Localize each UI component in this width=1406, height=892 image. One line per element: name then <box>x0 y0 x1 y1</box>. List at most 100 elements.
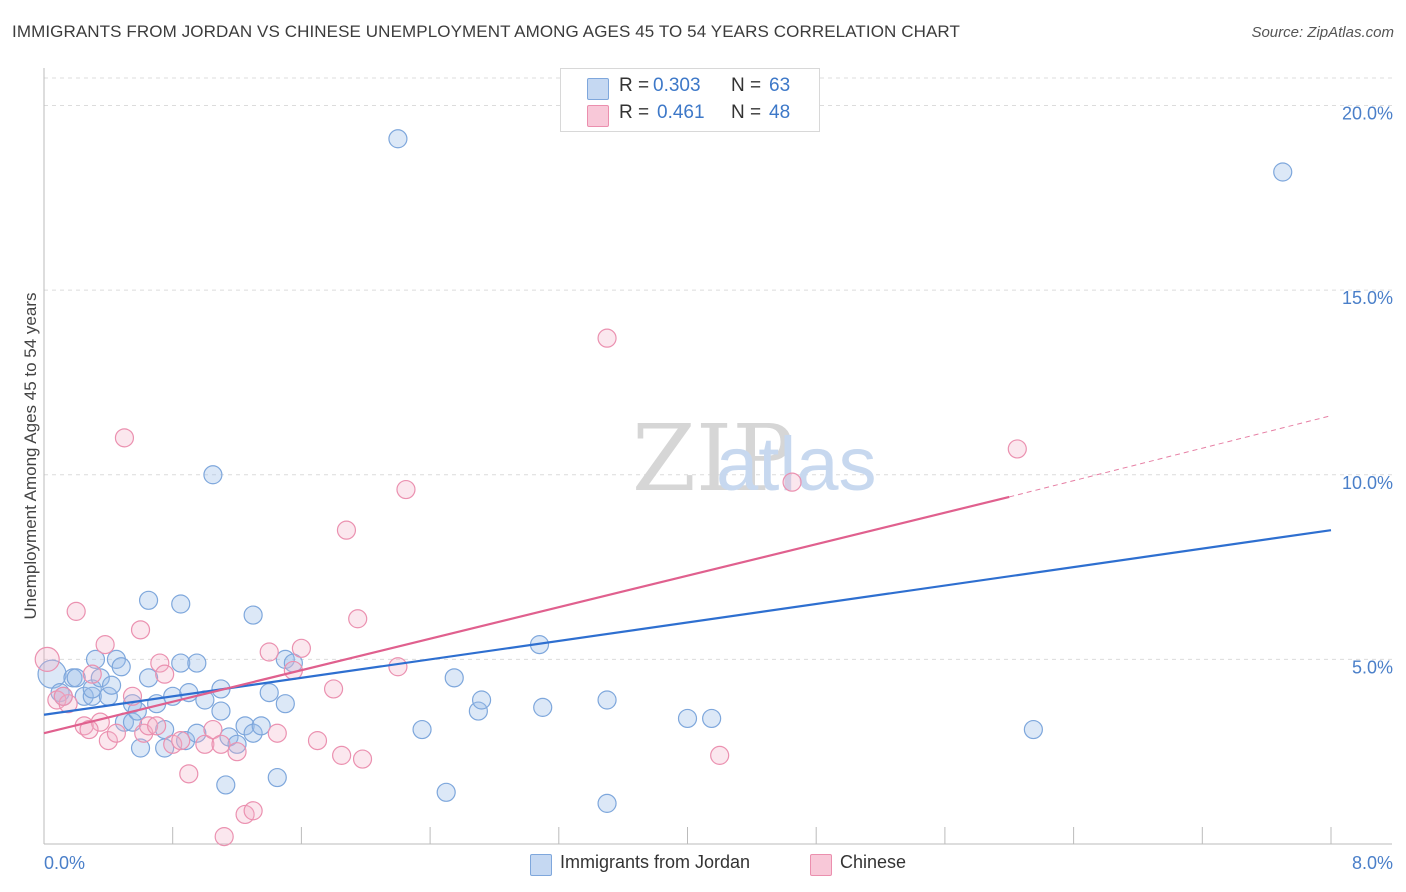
point-jordan <box>171 653 191 673</box>
point-chinese <box>179 764 199 784</box>
y-tick-label: 15.0% <box>1342 288 1393 308</box>
trend-extension-chinese <box>1009 415 1332 498</box>
point-chinese <box>98 731 118 751</box>
point-chinese <box>291 638 311 658</box>
legend-swatch-jordan <box>587 78 609 100</box>
point-chinese <box>82 664 102 684</box>
point-chinese <box>597 328 617 348</box>
trend-line-chinese <box>43 495 1010 735</box>
point-chinese <box>53 686 73 706</box>
point-jordan <box>82 686 102 706</box>
point-jordan <box>138 590 159 610</box>
point-chinese <box>307 731 328 751</box>
point-jordan <box>444 668 464 688</box>
point-chinese <box>150 653 170 673</box>
source-label: Source: ZipAtlas.com <box>1251 24 1394 41</box>
point-chinese <box>106 723 126 743</box>
point-jordan <box>74 686 94 706</box>
point-chinese <box>95 635 115 655</box>
point-jordan <box>436 782 456 802</box>
point-chinese <box>396 479 416 500</box>
point-jordan <box>211 701 231 721</box>
legend-r-value: 0.303 <box>653 75 701 96</box>
point-jordan <box>275 694 295 714</box>
point-chinese <box>66 601 86 621</box>
point-jordan <box>219 727 239 747</box>
bottom-legend-swatch-jordan <box>530 854 552 876</box>
trend-lines <box>43 415 1332 735</box>
legend-r-value: 0.461 <box>657 102 705 123</box>
point-chinese <box>227 742 247 762</box>
point-jordan <box>203 465 223 485</box>
point-jordan <box>597 793 617 813</box>
point-jordan <box>533 697 553 717</box>
data-points <box>34 129 1293 847</box>
point-chinese <box>323 679 344 699</box>
point-jordan <box>187 653 207 673</box>
point-jordan <box>597 690 617 710</box>
point-chinese <box>114 428 135 448</box>
point-jordan <box>702 708 722 729</box>
point-chinese <box>147 716 167 736</box>
point-jordan <box>677 708 698 729</box>
point-jordan <box>66 668 86 688</box>
x-tick-label-right: 8.0% <box>1352 853 1393 873</box>
point-jordan <box>243 605 263 625</box>
point-jordan <box>259 683 279 703</box>
point-jordan <box>1273 162 1293 182</box>
point-jordan <box>468 701 488 721</box>
point-chinese <box>710 745 730 765</box>
watermark: ZIP atlas <box>632 405 877 512</box>
point-chinese <box>332 745 352 765</box>
watermark-zip: ZIP <box>632 405 794 512</box>
point-jordan <box>388 129 408 149</box>
point-jordan <box>1023 719 1043 740</box>
point-jordan <box>187 723 207 743</box>
chart-title: IMMIGRANTS FROM JORDAN VS CHINESE UNEMPL… <box>12 22 960 41</box>
point-jordan <box>412 719 432 740</box>
trend-line-jordan <box>43 529 1332 716</box>
legend-n-label: N = <box>731 102 762 123</box>
point-jordan <box>111 657 131 677</box>
point-chinese <box>171 731 191 751</box>
point-jordan <box>251 716 271 736</box>
legend-n-value: 63 <box>769 75 791 96</box>
tick-labels: 20.0% 15.0% 10.0% 5.0% 0.0% 8.0% <box>44 104 1393 873</box>
point-chinese <box>348 609 368 629</box>
point-jordan <box>235 716 255 736</box>
point-jordan <box>85 649 106 669</box>
point-jordan <box>216 775 236 795</box>
point-chinese <box>352 749 373 769</box>
legend-r-label: R = <box>619 102 650 123</box>
point-jordan <box>171 594 191 614</box>
point-chinese <box>267 723 287 743</box>
point-chinese <box>336 520 357 540</box>
bottom-legend-label-chinese: Chinese <box>840 852 907 872</box>
x-tick-label-left: 0.0% <box>44 853 85 873</box>
gridlines <box>44 77 1392 660</box>
point-jordan <box>471 690 492 710</box>
bottom-legend-label-jordan: Immigrants from Jordan <box>560 852 751 872</box>
point-jordan <box>138 668 159 688</box>
y-tick-label: 5.0% <box>1352 657 1393 677</box>
y-tick-label: 10.0% <box>1342 473 1393 493</box>
legend-n-value: 48 <box>769 102 791 123</box>
point-chinese <box>388 657 408 677</box>
point-jordan <box>130 738 151 758</box>
point-chinese <box>79 719 99 740</box>
point-chinese <box>243 801 263 821</box>
point-chinese <box>195 734 215 754</box>
point-jordan <box>243 723 263 743</box>
point-jordan <box>101 675 122 695</box>
legend: R = 0.303 N = 63 R = 0.461 N = 48 <box>560 68 820 132</box>
watermark-atlas: atlas <box>716 422 877 507</box>
point-chinese <box>214 827 234 847</box>
point-jordan <box>227 734 247 754</box>
legend-n-label: N = <box>731 75 762 96</box>
point-chinese <box>1007 439 1027 459</box>
point-chinese <box>130 620 151 640</box>
legend-r-label: R = <box>619 75 650 96</box>
y-tick-label: 20.0% <box>1342 104 1393 124</box>
point-jordan <box>267 767 287 788</box>
